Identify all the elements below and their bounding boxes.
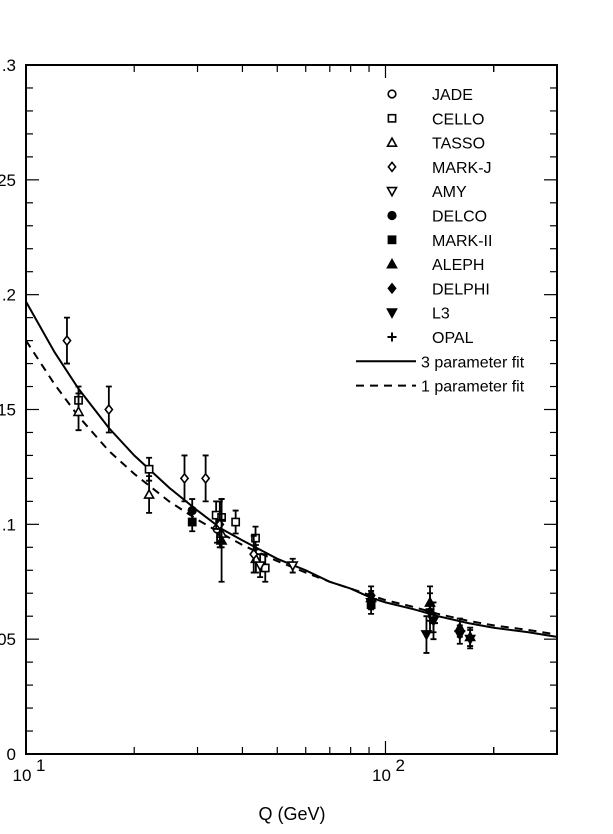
legend-label-mark-j: MARK-J [432,160,492,177]
marker-cello [231,517,241,527]
legend-marker-amy [386,186,398,198]
marker-opal [425,604,435,614]
data-point-l3 [464,629,477,650]
data-point-mark-j [104,385,114,434]
marker-cello [144,464,154,474]
data-point-l3 [453,624,466,645]
y-tick-label: .25 [0,171,16,190]
marker-amy [254,561,266,572]
x-tick-exponent: 1 [36,756,45,775]
legend-label-fit: 3 parameter fit [421,354,525,371]
legend-label-delphi: DELPHI [432,281,490,298]
three-parameter-fit-line [25,301,558,638]
fit-lines [25,301,558,638]
y-tick-label: .15 [0,401,16,420]
marker-opal [428,618,438,628]
legend-marker-opal [387,332,397,342]
legend-label-aleph: ALEPH [432,257,484,274]
legend-label-tasso: TASSO [432,136,485,153]
data-point-opal [428,613,438,634]
y-tick-label: .3 [2,56,16,75]
y-tick-labels: 0 .05 .1 .15 .2 .25 .3 [0,56,16,764]
data-point-mark-j [62,316,72,365]
legend-label-opal: OPAL [432,330,474,347]
legend-marker-mark-j [387,161,397,173]
marker-tasso [143,488,155,499]
data-point-aleph [215,498,228,583]
y-tick-label: 0 [7,745,16,764]
y-tick-label: .1 [2,515,16,534]
data-point-mark-ii [187,511,197,533]
legend-label-amy: AMY [432,184,467,201]
legend: JADE CELLO TASSO MARK-J AMY DELCO MARK-II ALEPH… [356,87,525,396]
data-point-mark-j [249,534,259,574]
data-point-cello [231,509,241,535]
x-tick-label: 10 [372,766,391,785]
x-tick-exponent: 2 [395,756,404,775]
legend-marker-delphi [387,282,397,295]
data-point-mark-j [179,454,190,503]
axis-ticks [25,64,558,755]
legend-label-delco: DELCO [432,209,487,226]
legend-label-cello: CELLO [432,111,484,128]
legend-marker-mark-ii [387,235,397,245]
marker-mark-ii [187,517,197,527]
y-tick-label: .05 [0,630,16,649]
marker-l3 [464,634,477,646]
legend-label-l3: L3 [432,306,450,323]
legend-marker-cello [387,113,397,123]
data-point-tasso [72,392,85,432]
legend-marker-jade [387,89,397,99]
marker-opal [366,595,376,605]
x-axis-title: Q (GeV) [258,804,325,824]
y-tick-label: .2 [2,286,16,305]
legend-label-jade: JADE [432,87,473,104]
legend-label-mark-ii: MARK-II [432,233,492,250]
legend-marker-aleph [386,257,398,269]
data-points [62,316,477,654]
data-point-mark-j [201,454,211,503]
data-point-amy [254,553,266,579]
marker-l3 [453,630,466,641]
marker-mark-j [62,334,72,347]
one-parameter-fit-line [25,340,558,636]
data-point-amy [286,557,299,574]
marker-tasso [72,405,85,417]
legend-marker-delco [387,210,397,221]
legend-marker-l3 [386,308,398,319]
marker-mark-j [104,403,114,416]
marker-cello [251,533,260,543]
legend-label-fit: 1 parameter fit [421,379,525,396]
marker-aleph [215,534,228,545]
marker-amy [286,561,299,572]
data-point-opal [366,592,376,608]
marker-mark-j [201,472,211,485]
marker-mark-j [179,472,190,485]
legend-marker-tasso [386,136,398,147]
data-point-tasso [143,475,155,514]
x-tick-label: 10 [13,766,32,785]
marker-mark-j [249,548,259,560]
